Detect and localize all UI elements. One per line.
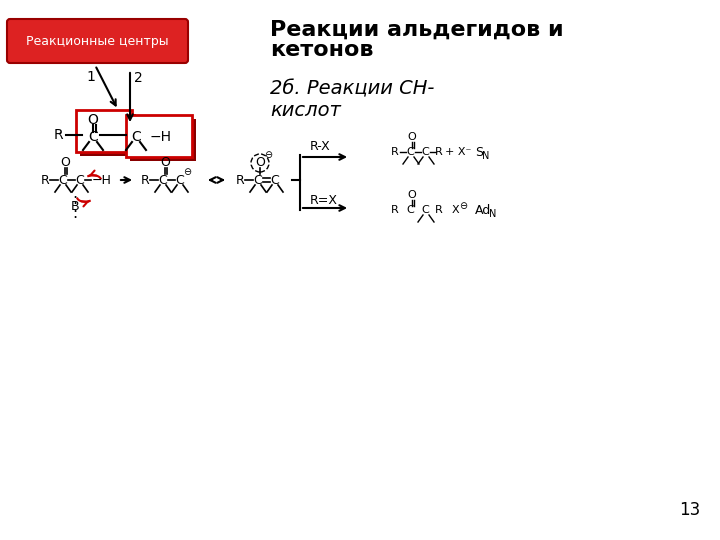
FancyBboxPatch shape <box>130 119 196 161</box>
Text: O: O <box>255 157 265 170</box>
Text: N: N <box>482 151 490 161</box>
Text: ⊖: ⊖ <box>183 167 191 177</box>
Text: S: S <box>475 145 483 159</box>
Text: Реакционные центры: Реакционные центры <box>26 35 168 48</box>
Text: B: B <box>71 200 79 213</box>
Text: R: R <box>40 173 50 186</box>
Text: C: C <box>88 130 98 144</box>
Text: R: R <box>235 173 244 186</box>
Text: C: C <box>406 147 414 157</box>
Text: C: C <box>406 205 414 215</box>
Text: 2: 2 <box>134 71 143 85</box>
Text: R=X: R=X <box>310 193 338 206</box>
Text: O: O <box>408 132 416 142</box>
Text: C: C <box>421 147 429 157</box>
Text: R: R <box>53 128 63 142</box>
Text: 2б. Реакции СН-
кислот: 2б. Реакции СН- кислот <box>270 79 434 120</box>
Text: R-X: R-X <box>310 140 330 153</box>
Text: O: O <box>408 190 416 200</box>
Text: ⊖: ⊖ <box>264 150 272 160</box>
Text: −H: −H <box>150 130 172 144</box>
Text: C: C <box>58 173 68 186</box>
Text: C: C <box>176 173 184 186</box>
FancyBboxPatch shape <box>76 110 132 152</box>
Text: 13: 13 <box>679 501 700 519</box>
Text: + X⁻: + X⁻ <box>445 147 472 157</box>
Text: Ad: Ad <box>475 204 491 217</box>
Text: R: R <box>391 147 399 157</box>
Text: C: C <box>253 173 262 186</box>
Text: N: N <box>489 209 496 219</box>
Text: R: R <box>435 147 443 157</box>
Text: ⊖: ⊖ <box>459 201 467 211</box>
FancyBboxPatch shape <box>126 115 192 157</box>
Text: Реакции альдегидов и: Реакции альдегидов и <box>270 20 564 40</box>
Text: R: R <box>435 205 443 215</box>
Text: C: C <box>76 173 84 186</box>
Text: O: O <box>160 157 170 170</box>
Text: C: C <box>131 130 141 144</box>
Text: кетонов: кетонов <box>270 40 374 60</box>
Text: :: : <box>73 192 78 206</box>
Text: X: X <box>452 205 459 215</box>
Text: C: C <box>271 173 279 186</box>
Text: C: C <box>158 173 167 186</box>
Text: R: R <box>140 173 149 186</box>
Text: 1: 1 <box>86 70 95 84</box>
FancyBboxPatch shape <box>80 114 136 156</box>
FancyBboxPatch shape <box>7 19 188 63</box>
Text: :: : <box>73 206 78 220</box>
Text: O: O <box>88 113 99 127</box>
Text: −H: −H <box>92 173 112 186</box>
Text: O: O <box>60 157 70 170</box>
Text: C: C <box>421 205 429 215</box>
Text: R: R <box>391 205 399 215</box>
